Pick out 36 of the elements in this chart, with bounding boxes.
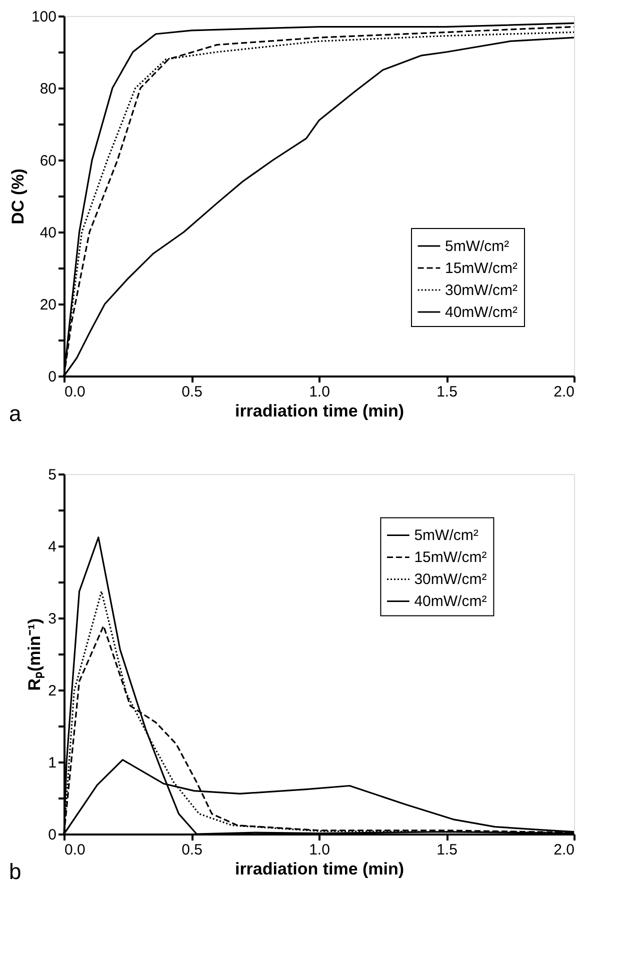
text: a: [9, 401, 22, 426]
x-tick-label: 0.5: [182, 842, 202, 858]
y-tick-label: 60: [40, 152, 56, 170]
legend-label: 30mW/cm²: [445, 282, 518, 299]
legend-label: 40mW/cm²: [445, 304, 518, 321]
y-tick-label: 20: [40, 296, 56, 314]
legend-label: 15mW/cm²: [445, 260, 518, 277]
legend-label: 30mW/cm²: [414, 571, 487, 588]
x-axis-title: irradiation time (min): [234, 402, 404, 420]
y-tick-label: 3: [48, 610, 56, 628]
y-axis-title: DC (%): [8, 168, 28, 224]
y-tick-label: 2: [48, 682, 56, 700]
y-tick-label: 4: [48, 538, 56, 556]
x-tick-label: 2.0: [554, 842, 574, 858]
legend-label: 15mW/cm²: [414, 549, 487, 566]
x-tick-label: 0.0: [64, 384, 86, 400]
x-tick-label: 1.5: [436, 842, 458, 858]
y-tick-label: 80: [40, 80, 56, 98]
legend-label: 5mW/cm²: [414, 527, 478, 544]
y-axis-title: Rₚ(min⁻¹): [25, 618, 46, 691]
x-tick-label: 1.0: [309, 384, 330, 400]
y-tick-label: 0: [48, 368, 56, 386]
x-tick-label: 1.5: [436, 384, 458, 400]
x-tick-label: 2.0: [554, 384, 574, 400]
x-tick-label: 0.0: [64, 842, 86, 858]
y-tick-label: 100: [31, 8, 56, 26]
text: b: [9, 859, 22, 884]
x-axis-title: irradiation time (min): [234, 860, 404, 878]
legend-label: 5mW/cm²: [445, 238, 510, 255]
x-tick-label: 1.0: [309, 842, 330, 858]
y-tick-label: 5: [48, 466, 56, 484]
legend-label: 40mW/cm²: [414, 593, 487, 610]
x-tick-label: 0.5: [182, 384, 202, 400]
y-tick-label: 40: [40, 224, 56, 242]
y-tick-label: 0: [48, 826, 56, 844]
y-tick-label: 1: [48, 754, 56, 772]
